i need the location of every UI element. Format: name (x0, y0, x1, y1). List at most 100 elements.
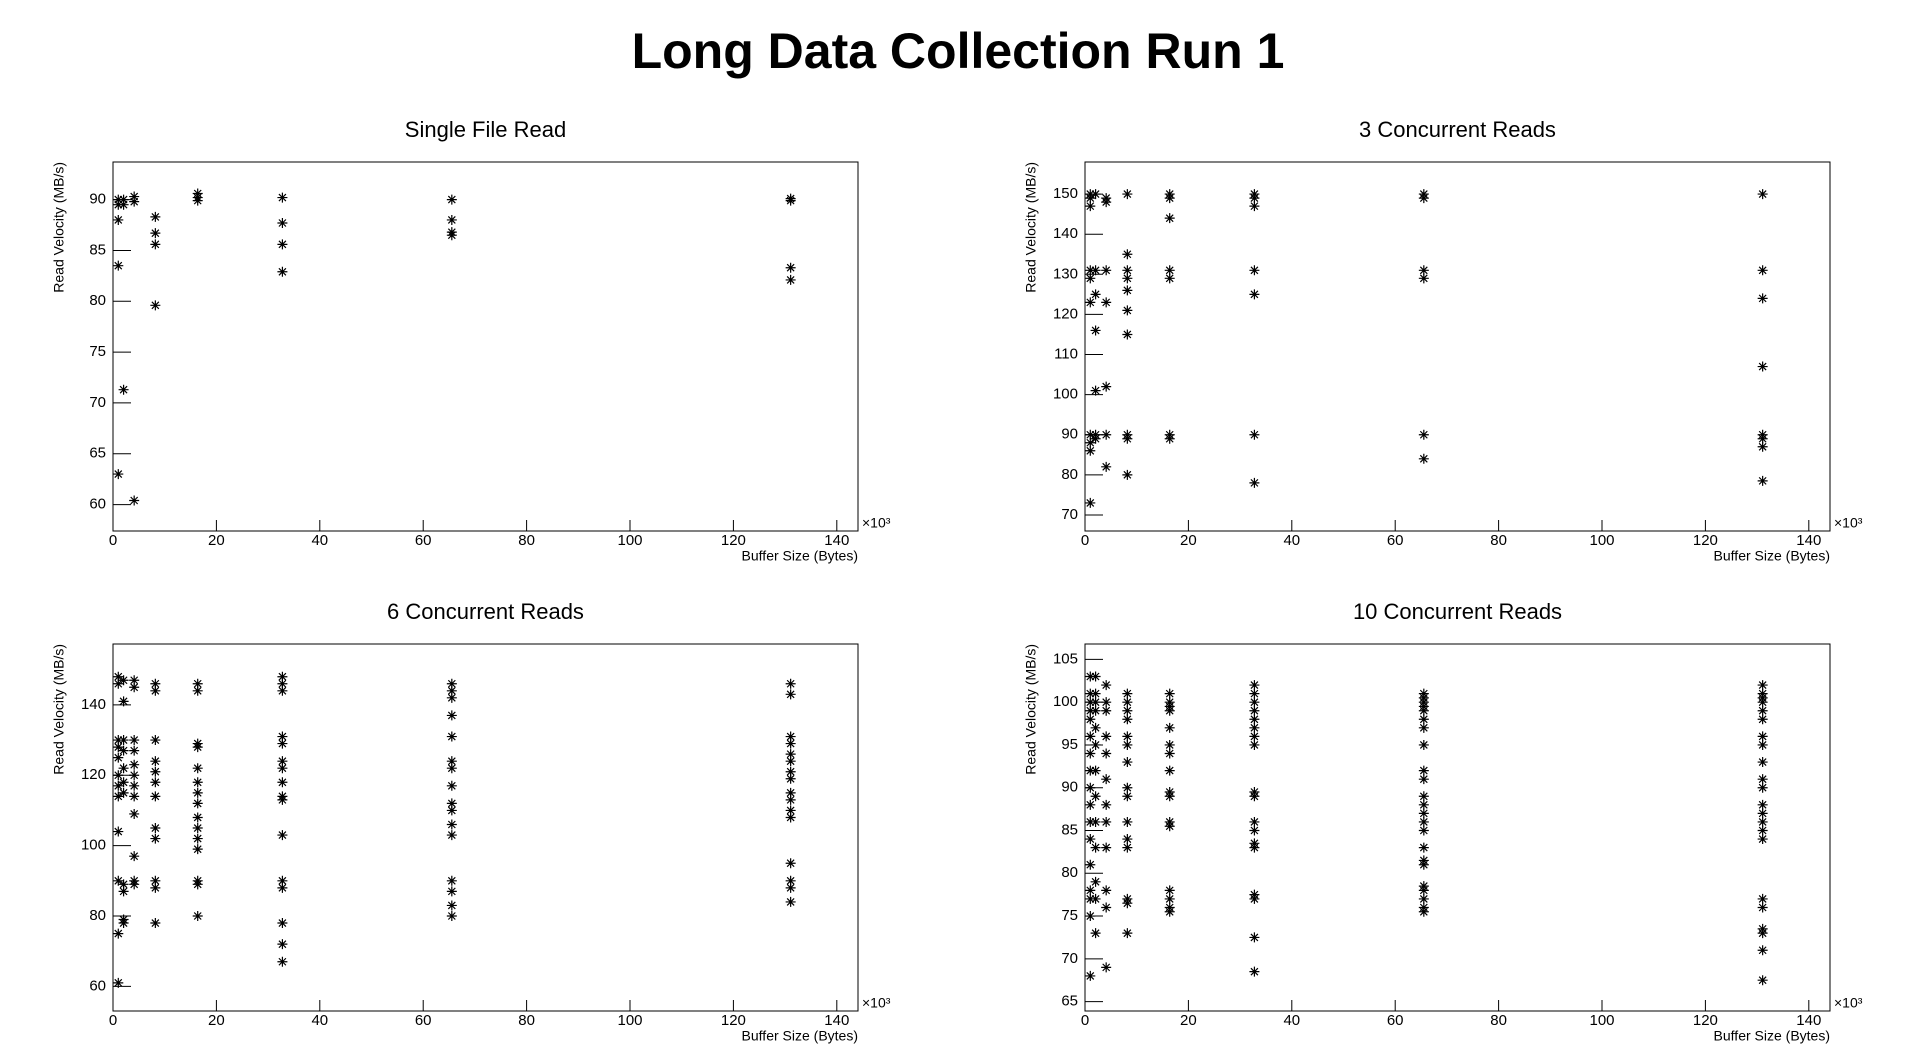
point (446, 780, 457, 791)
x-tick-label: 60 (1387, 532, 1404, 549)
point (1418, 705, 1429, 716)
x-tick-label: 120 (721, 532, 746, 549)
point (785, 678, 796, 689)
point (113, 875, 124, 886)
point (1085, 705, 1096, 716)
point (1122, 757, 1133, 768)
point (1090, 289, 1101, 300)
point (1249, 289, 1260, 300)
point (1101, 731, 1112, 742)
point (1122, 928, 1133, 939)
point (1757, 189, 1768, 200)
y-tick-label: 95 (1061, 736, 1078, 753)
point (118, 787, 129, 798)
point (1085, 714, 1096, 725)
point (192, 833, 203, 844)
point (277, 678, 288, 689)
point (446, 692, 457, 703)
point (1090, 791, 1101, 802)
point (785, 787, 796, 798)
point (150, 211, 161, 222)
point (1085, 893, 1096, 904)
point (277, 756, 288, 767)
y-tick-label: 140 (81, 696, 106, 713)
y-axis-title: Read Velocity (MB/s) (1023, 644, 1039, 775)
point (1249, 688, 1260, 699)
point (1085, 765, 1096, 776)
point (150, 918, 161, 929)
point (446, 731, 457, 742)
x-tick-label: 0 (109, 1012, 117, 1029)
point (1757, 441, 1768, 452)
point (113, 977, 124, 988)
point (1101, 705, 1112, 716)
y-axis-title: Read Velocity (MB/s) (1023, 162, 1039, 293)
point (1122, 305, 1133, 316)
point (113, 752, 124, 763)
x-tick-label: 140 (1796, 1012, 1821, 1029)
plot-frame (1084, 161, 1831, 532)
y-tick-label: 140 (1053, 225, 1078, 242)
point (277, 266, 288, 277)
point (446, 805, 457, 816)
x-tick-label: 80 (518, 532, 535, 549)
point (277, 763, 288, 774)
point (1757, 757, 1768, 768)
y-axis-title: Read Velocity (MB/s) (51, 162, 67, 293)
x-tick-label: 20 (1180, 532, 1197, 549)
point (1249, 966, 1260, 977)
point (1085, 688, 1096, 699)
plot-frame (1084, 643, 1831, 1012)
point (113, 791, 124, 802)
point (446, 798, 457, 809)
point (785, 738, 796, 749)
y-tick-label: 90 (1061, 779, 1078, 796)
point (113, 671, 124, 682)
point (1757, 774, 1768, 785)
point (1101, 748, 1112, 759)
point (1757, 902, 1768, 913)
point (1418, 774, 1429, 785)
point (1101, 885, 1112, 896)
point (1757, 697, 1768, 708)
x-tick-label: 80 (1490, 1012, 1507, 1029)
point (785, 756, 796, 767)
point (1757, 816, 1768, 827)
y-tick-label: 100 (1053, 386, 1078, 403)
point (1085, 297, 1096, 308)
point (113, 928, 124, 939)
point (150, 228, 161, 239)
point (150, 239, 161, 250)
point (118, 918, 129, 929)
x-tick-label: 0 (109, 532, 117, 549)
point (192, 678, 203, 689)
point (785, 794, 796, 805)
point (1085, 859, 1096, 870)
point (1757, 714, 1768, 725)
x-tick-label: 120 (1693, 1012, 1718, 1029)
point (1757, 808, 1768, 819)
point (129, 759, 140, 770)
point (118, 194, 129, 205)
point (1249, 705, 1260, 716)
point (192, 812, 203, 823)
x-tick-label: 60 (415, 1012, 432, 1029)
point (1757, 799, 1768, 810)
point (1164, 688, 1175, 699)
point (192, 763, 203, 774)
point (192, 742, 203, 753)
point (785, 896, 796, 907)
point (1101, 680, 1112, 691)
x-axis-title: Buffer Size (Bytes) (1714, 548, 1830, 564)
point (1249, 193, 1260, 204)
y-tick-label: 65 (89, 445, 106, 462)
subplot-title: 10 Concurrent Reads (1353, 599, 1562, 624)
point (129, 745, 140, 756)
point (1122, 714, 1133, 725)
y-tick-label: 120 (1053, 305, 1078, 322)
point (1090, 671, 1101, 682)
point (277, 192, 288, 203)
point (1090, 385, 1101, 396)
point (446, 710, 457, 721)
point (1418, 816, 1429, 827)
